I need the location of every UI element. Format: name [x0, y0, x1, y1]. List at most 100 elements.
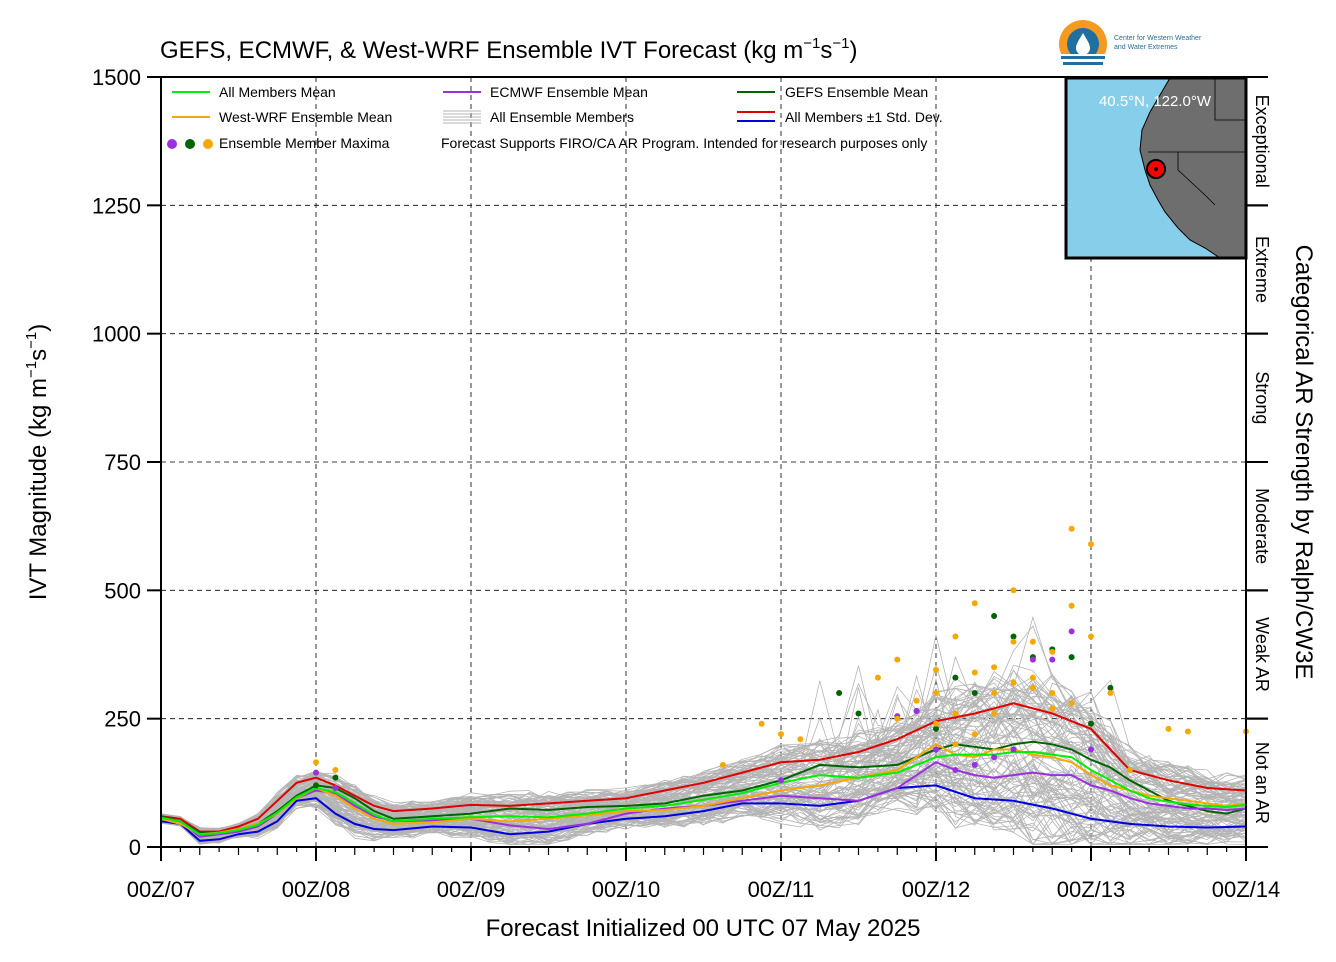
- x-tick-label: 00Z/11: [748, 877, 815, 902]
- ensemble-member-line: [160, 771, 1246, 840]
- legend-gefs-mean: GEFS Ensemble Mean: [785, 84, 928, 100]
- wwrf-maximum-point: [797, 736, 804, 743]
- right-axis-title: Categorical AR Strength by Ralph/CW3E: [1290, 245, 1317, 680]
- x-tick-label: 00Z/08: [282, 877, 351, 902]
- ecmwf-maximum-point: [313, 769, 319, 776]
- gefs-maximum-point: [952, 674, 959, 681]
- wwrf-maximum-point: [1107, 690, 1114, 696]
- ecmwf-maximum-point: [933, 746, 939, 753]
- wwrf-maximum-point: [952, 741, 959, 748]
- ecmwf-maximum-point: [1049, 656, 1056, 663]
- wwrf-maximum-point: [874, 674, 881, 681]
- chart-title: GEFS, ECMWF, & West-WRF Ensemble IVT For…: [160, 35, 857, 64]
- y-axis-title: IVT Magnitude (kg m−1s−1): [23, 324, 52, 601]
- ensemble-member-line: [160, 769, 1247, 840]
- legend: All Members Mean ECMWF Ensemble Mean GEF…: [167, 84, 943, 151]
- wwrf-maximum-point: [933, 690, 939, 696]
- legend-swatch-members: [443, 110, 481, 124]
- y-axis: 0 250 500 750 1000 1250 1500: [92, 65, 161, 860]
- ecmwf-maximum-point: [991, 754, 998, 761]
- category-axis: Not an AR Weak AR Moderate Strong Extreme Exc…: [1246, 76, 1272, 848]
- gefs-mean-line: [160, 740, 1247, 834]
- ecmwf-maximum-point: [1068, 628, 1075, 635]
- y-tick-label: 500: [104, 578, 141, 603]
- gefs-maximum-point: [971, 690, 978, 696]
- wwrf-maximum-point: [933, 720, 939, 727]
- wwrf-maximum-point: [971, 600, 978, 607]
- category-label: Exceptional: [1252, 95, 1272, 188]
- legend-ecmwf-mean: ECMWF Ensemble Mean: [490, 84, 648, 100]
- category-label: Extreme: [1252, 236, 1272, 303]
- wwrf-maximum-point: [971, 731, 978, 738]
- legend-maxima: Ensemble Member Maxima: [219, 135, 390, 151]
- gefs-maximum-point: [1107, 684, 1114, 691]
- ensemble-member-line: [160, 691, 1247, 833]
- ensemble-member-line: [160, 790, 1247, 845]
- legend-maxima-gefs-dot: [185, 139, 195, 149]
- member-maxima: [313, 525, 1249, 791]
- legend-maxima-ecmwf-dot: [167, 139, 177, 149]
- gefs-maximum-point: [933, 725, 939, 732]
- wwrf-maximum-point: [1010, 638, 1017, 645]
- category-label: Not an AR: [1252, 742, 1272, 824]
- wwrf-maximum-point: [1184, 728, 1191, 735]
- y-tick-label: 1500: [92, 65, 141, 90]
- ensemble-member-line: [160, 664, 1247, 834]
- std-upper-line: [160, 702, 1247, 833]
- category-label: Moderate: [1252, 488, 1272, 564]
- wwrf-maximum-point: [1049, 690, 1056, 696]
- wwrf-maximum-point: [778, 731, 784, 738]
- wwrf-maximum-point: [894, 656, 901, 663]
- ensemble-member-line: [160, 750, 1247, 837]
- ensemble-member-line: [160, 670, 1247, 830]
- all-mean-line: [160, 751, 1247, 836]
- ecmwf-maximum-point: [1088, 746, 1094, 753]
- legend-all-mean: All Members Mean: [219, 84, 336, 100]
- wwrf-maximum-point: [719, 761, 726, 768]
- x-tick-label: 00Z/10: [592, 877, 661, 902]
- gefs-maximum-point: [836, 690, 843, 696]
- wwrf-maximum-point: [1165, 725, 1172, 732]
- wwrf-maximum-point: [894, 715, 901, 722]
- ensemble-member-line: [160, 615, 1247, 832]
- x-axis-title: Forecast Initialized 00 UTC 07 May 2025: [486, 915, 921, 942]
- legend-note: Forecast Supports FIRO/CA AR Program. In…: [441, 135, 927, 151]
- legend-std-dev: All Members ±1 Std. Dev.: [785, 109, 943, 125]
- wwrf-maximum-point: [971, 669, 978, 676]
- y-tick-label: 250: [104, 707, 141, 732]
- ensemble-member-line: [160, 673, 1247, 833]
- category-label: Weak AR: [1252, 617, 1272, 692]
- wwrf-maximum-point: [1088, 541, 1094, 548]
- gefs-maximum-point: [1010, 633, 1017, 640]
- ecmwf-maximum-point: [332, 785, 339, 791]
- wwrf-maximum-point: [1049, 705, 1056, 712]
- legend-all-members: All Ensemble Members: [490, 109, 634, 125]
- wwrf-maximum-point: [952, 710, 959, 717]
- ecmwf-maximum-point: [913, 708, 920, 714]
- ensemble-member-line: [160, 687, 1247, 832]
- ensemble-member-line: [160, 625, 1247, 831]
- wwrf-maximum-point: [1029, 638, 1036, 645]
- wwrf-maximum-point: [1068, 525, 1075, 532]
- inset-location-label: 40.5°N, 122.0°W: [1099, 93, 1212, 110]
- x-tick-label: 00Z/13: [1057, 877, 1126, 902]
- legend-wwrf-mean: West-WRF Ensemble Mean: [219, 109, 392, 125]
- wwrf-maximum-point: [991, 664, 998, 671]
- wwrf-maximum-point: [1010, 679, 1017, 686]
- ensemble-member-line: [160, 790, 1247, 845]
- y-tick-label: 0: [129, 835, 141, 860]
- wwrf-maximum-point: [991, 710, 998, 717]
- wwrf-maximum-point: [1010, 587, 1017, 594]
- wwrf-maximum-point: [952, 633, 959, 640]
- category-label: Strong: [1252, 371, 1272, 424]
- ecmwf-maximum-point: [1010, 746, 1017, 753]
- gefs-maximum-point: [991, 613, 998, 619]
- ensemble-member-line: [160, 678, 1247, 832]
- wwrf-maximum-point: [1068, 700, 1075, 707]
- wwrf-maximum-point: [1068, 602, 1075, 609]
- x-tick-label: 00Z/09: [437, 877, 506, 902]
- wwrf-maximum-point: [332, 767, 339, 773]
- logo-line-1: Center for Western Weather: [1114, 35, 1202, 42]
- x-tick-label: 00Z/07: [127, 877, 196, 902]
